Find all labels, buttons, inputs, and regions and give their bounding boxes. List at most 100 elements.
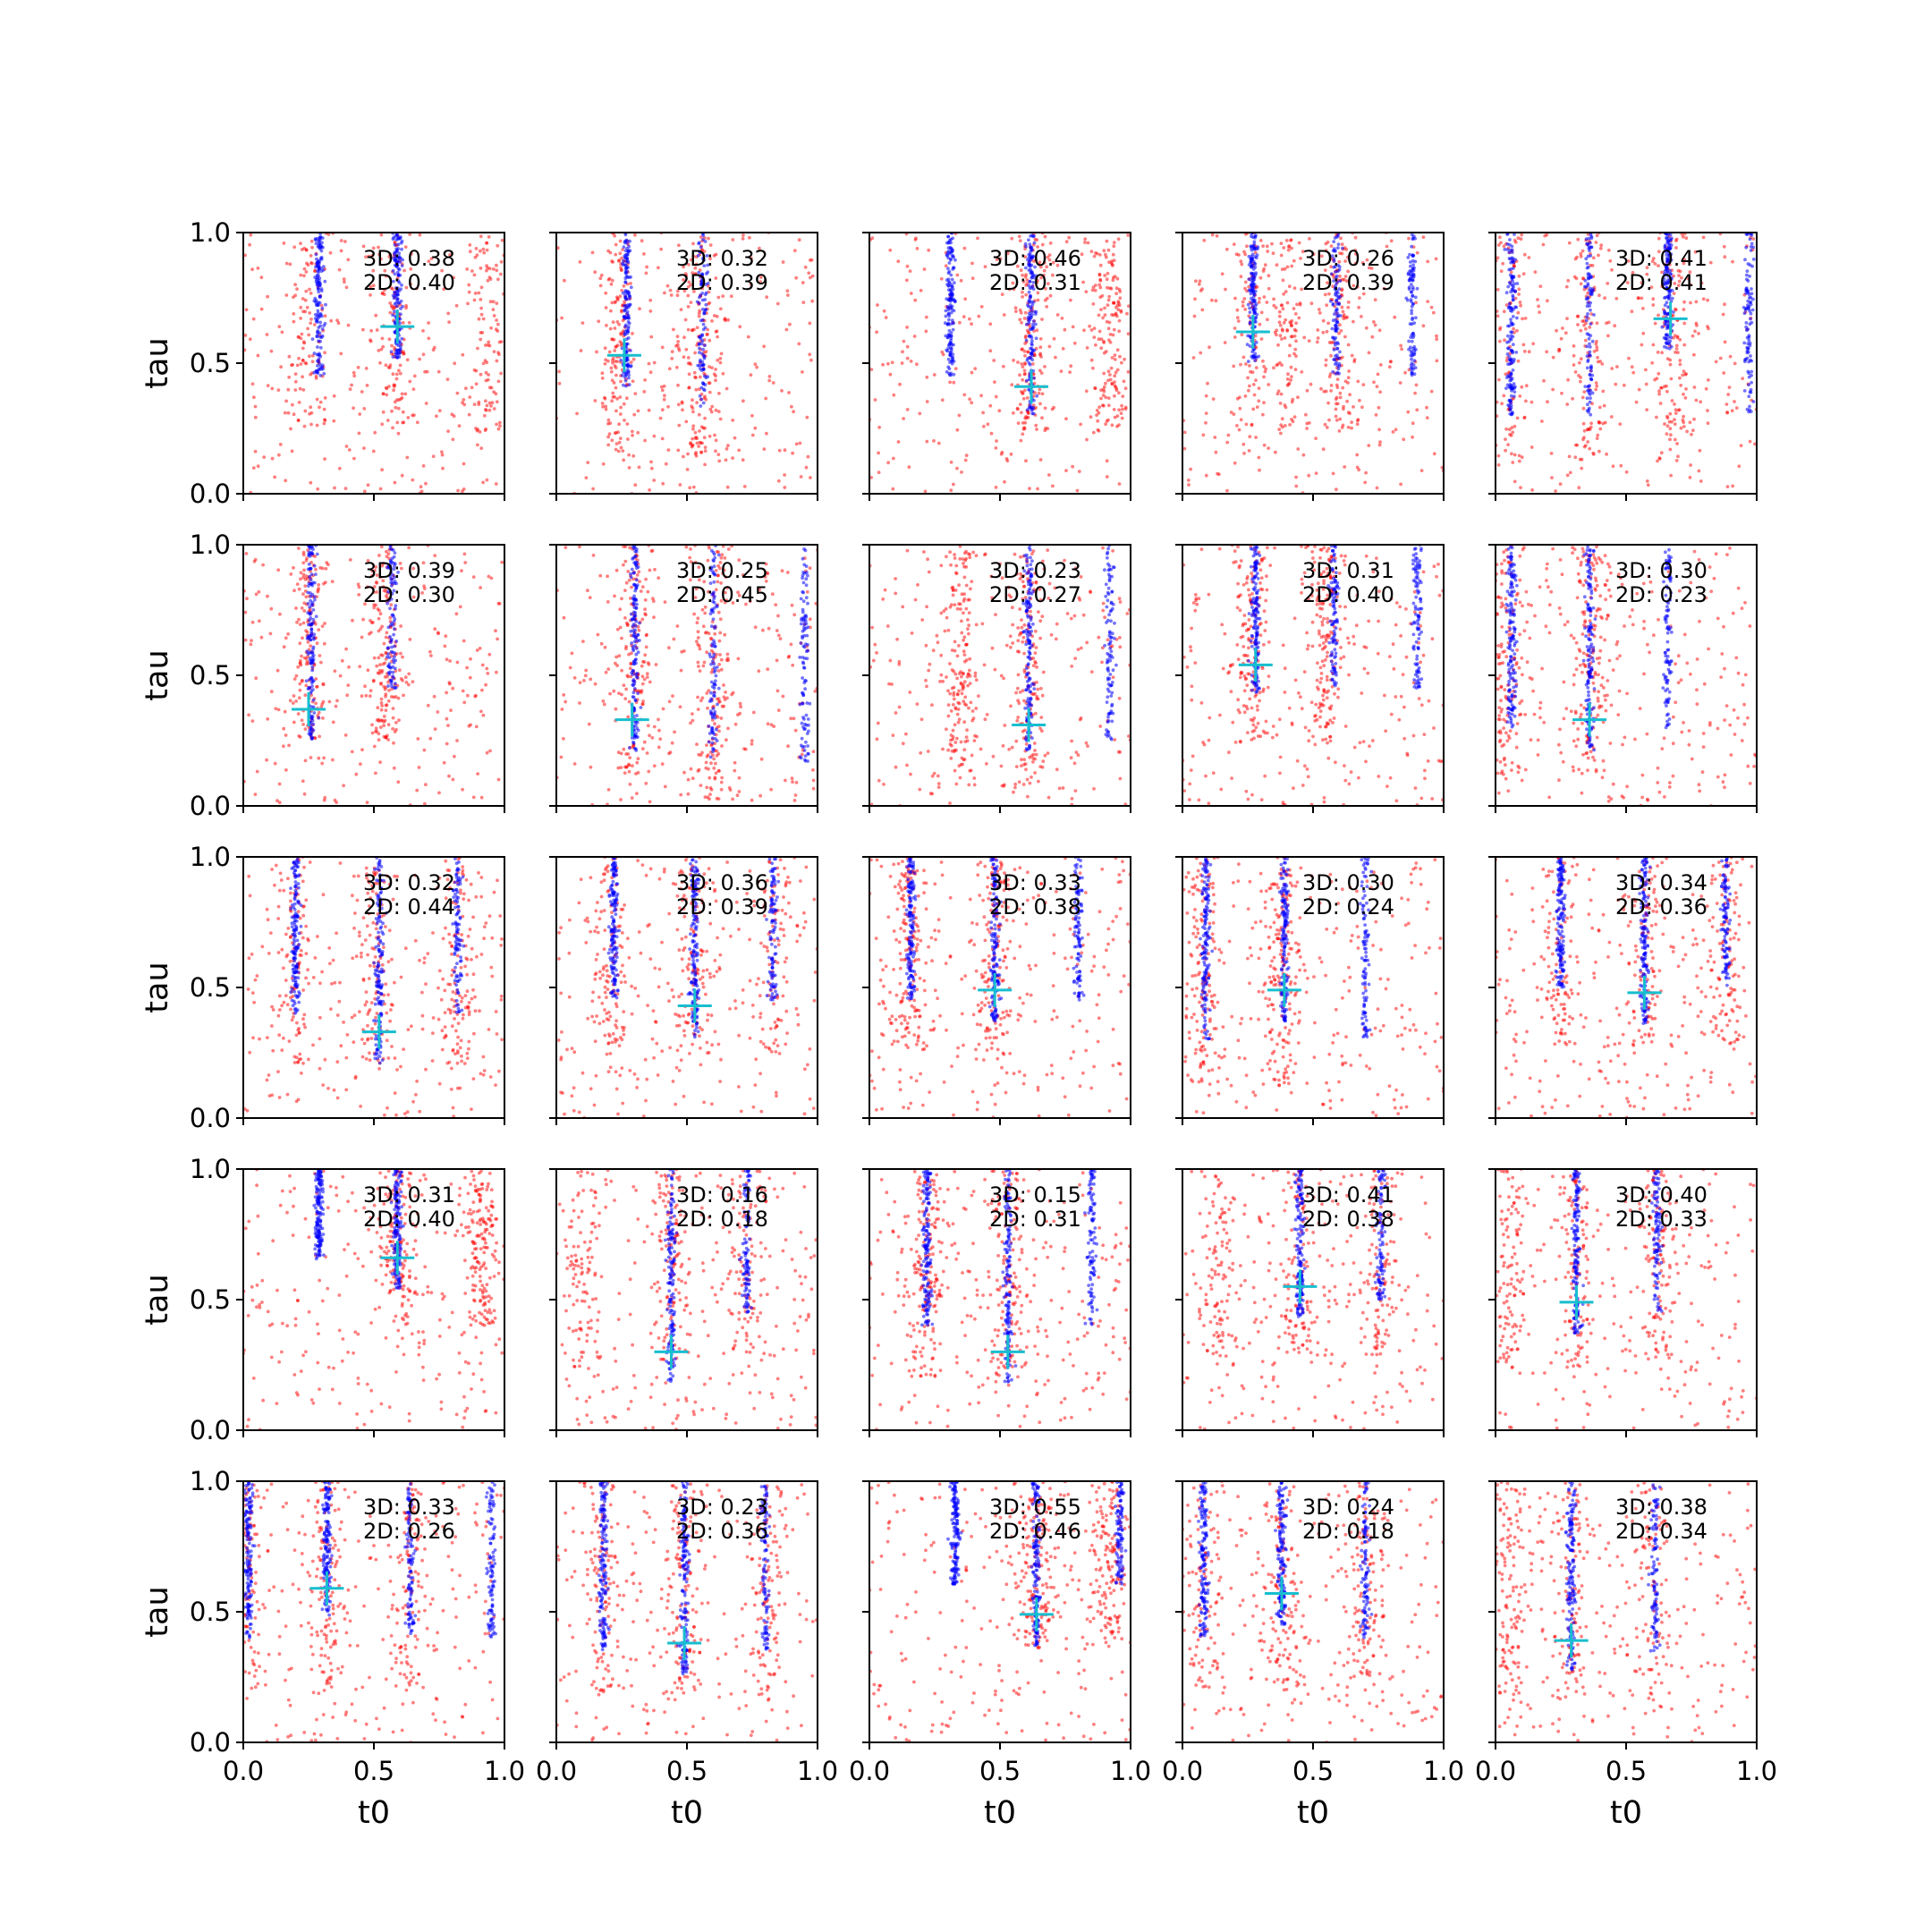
red-sample-point [716, 335, 719, 339]
red-sample-point [304, 558, 309, 563]
red-sample-point [467, 412, 471, 417]
red-sample-point [963, 458, 968, 462]
red-sample-point [377, 668, 382, 673]
red-sample-point [388, 615, 393, 620]
red-sample-point [411, 478, 415, 482]
red-sample-point [314, 567, 318, 572]
red-sample-point [1043, 428, 1047, 433]
red-sample-point [606, 443, 611, 447]
red-sample-point [1224, 287, 1227, 292]
red-sample-point [496, 243, 500, 248]
red-sample-point [301, 346, 305, 351]
red-sample-point [1406, 410, 1411, 414]
red-sample-point [1624, 470, 1629, 474]
red-sample-point [1059, 369, 1063, 373]
blue-sample-point [318, 259, 322, 263]
red-sample-point [621, 248, 624, 251]
red-sample-point [299, 571, 303, 575]
red-sample-point [339, 352, 343, 356]
blue-sample-point [1027, 290, 1031, 294]
red-sample-point [366, 668, 370, 673]
red-sample-point [1399, 343, 1402, 348]
red-sample-point [1340, 242, 1344, 246]
red-sample-point [361, 244, 366, 249]
blue-sample-point [624, 351, 629, 354]
red-sample-point [988, 349, 993, 353]
blue-sample-point [307, 581, 311, 586]
blue-sample-point [1250, 301, 1254, 305]
red-sample-point [1267, 286, 1271, 291]
blue-sample-point [1751, 400, 1756, 403]
red-sample-point [375, 664, 379, 668]
blue-sample-point [625, 242, 629, 245]
red-sample-point [394, 727, 398, 732]
red-sample-point [1024, 459, 1028, 463]
red-sample-point [1257, 301, 1261, 304]
red-sample-point [1292, 352, 1296, 356]
points-layer [243, 545, 504, 806]
red-sample-point [1678, 359, 1682, 362]
blue-sample-point [396, 279, 401, 284]
red-sample-point [375, 590, 378, 594]
red-sample-point [491, 308, 496, 311]
red-sample-point [323, 351, 326, 355]
blue-sample-point [945, 241, 949, 245]
red-sample-point [786, 293, 790, 297]
red-sample-point [1020, 347, 1024, 352]
red-sample-point [379, 701, 384, 705]
blue-sample-point [1747, 304, 1751, 309]
red-sample-point [704, 397, 708, 402]
red-sample-point [442, 760, 446, 765]
red-sample-point [765, 295, 769, 300]
red-sample-point [1302, 335, 1307, 340]
red-sample-point [1275, 263, 1279, 267]
red-sample-point [392, 766, 396, 770]
red-sample-point [1021, 280, 1026, 284]
red-sample-point [1259, 337, 1264, 341]
blue-sample-point [1409, 290, 1413, 294]
blue-sample-point [1031, 280, 1036, 284]
red-sample-point [1239, 418, 1243, 422]
blue-sample-point [1334, 291, 1338, 295]
red-sample-point [305, 631, 309, 634]
red-sample-point [1287, 284, 1292, 289]
red-sample-point [1084, 290, 1089, 293]
red-sample-point [1097, 411, 1101, 415]
red-sample-point [302, 424, 307, 428]
red-sample-point [1606, 320, 1611, 325]
blue-sample-point [945, 348, 949, 352]
red-sample-point [394, 377, 399, 381]
red-sample-point [676, 346, 681, 351]
red-sample-point [427, 259, 431, 263]
red-sample-point [1680, 275, 1683, 280]
red-sample-point [383, 288, 386, 292]
blue-sample-point [315, 257, 318, 261]
red-sample-point [698, 429, 701, 433]
red-sample-point [1338, 391, 1343, 395]
red-sample-point [432, 694, 436, 699]
red-sample-point [1114, 286, 1119, 291]
blue-sample-point [1337, 364, 1342, 369]
blue-sample-point [952, 372, 956, 377]
red-sample-point [1343, 259, 1347, 263]
red-sample-point [1054, 355, 1057, 360]
red-sample-point [435, 414, 438, 419]
red-sample-point [1272, 297, 1275, 301]
red-sample-point [1403, 370, 1407, 375]
red-sample-point [386, 680, 390, 684]
red-sample-point [1025, 396, 1030, 400]
red-sample-point [619, 379, 623, 384]
red-sample-point [1657, 264, 1660, 267]
red-sample-point [1324, 363, 1328, 368]
red-sample-point [994, 446, 998, 450]
red-sample-point [1689, 283, 1692, 286]
blue-sample-point [1750, 287, 1753, 291]
blue-sample-point [1034, 336, 1038, 341]
blue-sample-point [951, 327, 955, 332]
red-sample-point [487, 401, 492, 405]
blue-sample-point [950, 291, 953, 294]
red-sample-point [682, 289, 687, 293]
blue-sample-point [393, 320, 397, 324]
red-sample-point [733, 436, 737, 440]
